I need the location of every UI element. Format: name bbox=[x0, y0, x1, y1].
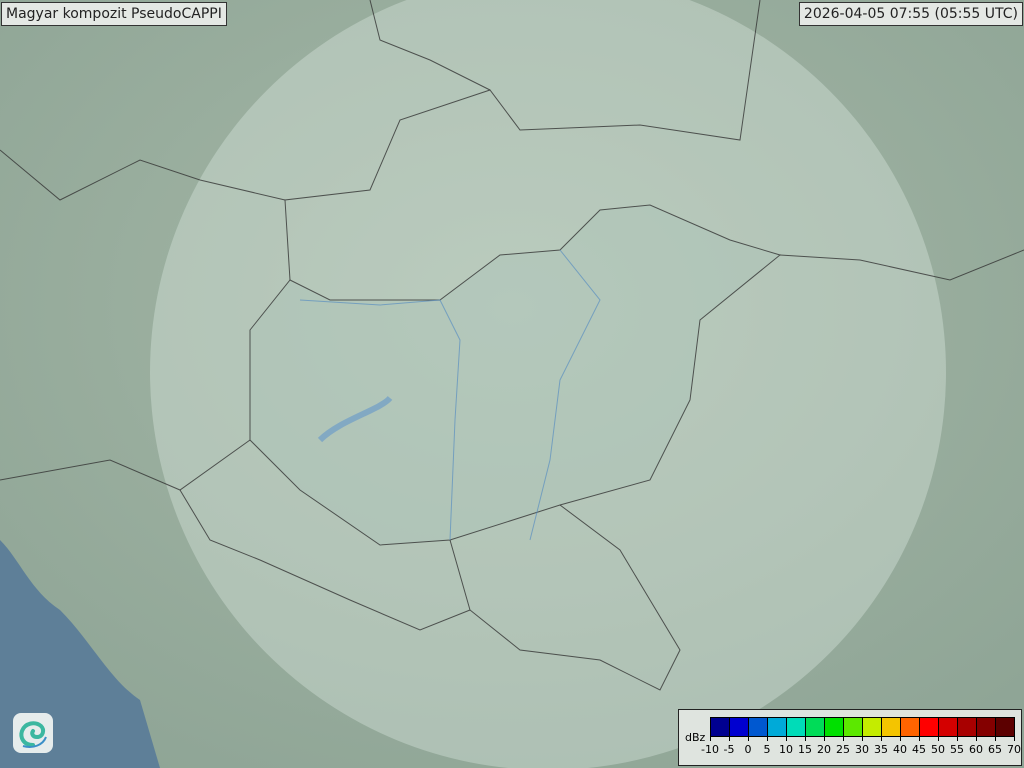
legend-swatch bbox=[806, 718, 825, 736]
legend-tick-label: 45 bbox=[912, 743, 926, 756]
legend-swatch bbox=[768, 718, 787, 736]
legend-tick-mark bbox=[767, 737, 768, 741]
legend-swatch bbox=[787, 718, 806, 736]
legend-tick-mark bbox=[1014, 737, 1015, 741]
legend-swatch bbox=[749, 718, 768, 736]
country-borders bbox=[0, 0, 1024, 691]
legend-swatch bbox=[863, 718, 882, 736]
swirl-logo-icon bbox=[13, 713, 53, 753]
legend-tick-mark bbox=[824, 737, 825, 741]
legend-tick-label: -10 bbox=[701, 743, 719, 756]
legend-swatch bbox=[958, 718, 977, 736]
legend-swatch bbox=[711, 718, 730, 736]
legend-swatch bbox=[939, 718, 958, 736]
legend-tick-mark bbox=[786, 737, 787, 741]
legend-swatch bbox=[730, 718, 749, 736]
legend-tick-label: 20 bbox=[817, 743, 831, 756]
legend-tick-label: 0 bbox=[744, 743, 752, 756]
timestamp: 2026-04-05 07:55 (05:55 UTC) bbox=[798, 2, 1023, 26]
legend-tick-label: 70 bbox=[1007, 743, 1021, 756]
legend-tick-mark bbox=[976, 737, 977, 741]
legend-swatch bbox=[825, 718, 844, 736]
legend-tick-mark bbox=[957, 737, 958, 741]
adriatic-sea bbox=[0, 540, 160, 768]
legend-tick-label: 30 bbox=[855, 743, 869, 756]
legend-tick-mark bbox=[805, 737, 806, 741]
legend-color-scale bbox=[710, 717, 1015, 737]
legend-tick-label: 65 bbox=[988, 743, 1002, 756]
legend-tick-mark bbox=[919, 737, 920, 741]
rivers bbox=[299, 249, 601, 541]
hungary-region bbox=[250, 205, 780, 545]
legend-tick-mark bbox=[710, 737, 711, 741]
legend-tick-mark bbox=[748, 737, 749, 741]
legend-swatch bbox=[996, 718, 1014, 736]
legend-swatch bbox=[882, 718, 901, 736]
legend-tick-label: 15 bbox=[798, 743, 812, 756]
legend-tick-mark bbox=[862, 737, 863, 741]
legend-tick-mark bbox=[843, 737, 844, 741]
legend-tick-mark bbox=[938, 737, 939, 741]
legend-tick-label: 60 bbox=[969, 743, 983, 756]
legend-tick-label: 10 bbox=[779, 743, 793, 756]
legend-tick-mark bbox=[900, 737, 901, 741]
legend-swatch bbox=[844, 718, 863, 736]
legend-swatch bbox=[977, 718, 996, 736]
dbz-legend: dBz -10 -5 0 5 10 15 20 25 30 35 40 45 50 55 60 65 70 bbox=[678, 709, 1022, 766]
legend-tick-label: -5 bbox=[723, 743, 735, 756]
legend-swatch bbox=[901, 718, 920, 736]
map-title: Magyar kompozit PseudoCAPPI bbox=[1, 2, 227, 26]
legend-tick-label: 50 bbox=[931, 743, 945, 756]
legend-swatch bbox=[920, 718, 939, 736]
legend-tick-label: 40 bbox=[893, 743, 907, 756]
legend-tick-mark bbox=[995, 737, 996, 741]
legend-tick-label: 55 bbox=[950, 743, 964, 756]
legend-tick-label: 25 bbox=[836, 743, 850, 756]
legend-tick-label: 35 bbox=[874, 743, 888, 756]
legend-unit: dBz bbox=[685, 731, 706, 744]
legend-tick-label: 5 bbox=[763, 743, 771, 756]
legend-tick-mark bbox=[881, 737, 882, 741]
legend-tick-mark bbox=[729, 737, 730, 741]
